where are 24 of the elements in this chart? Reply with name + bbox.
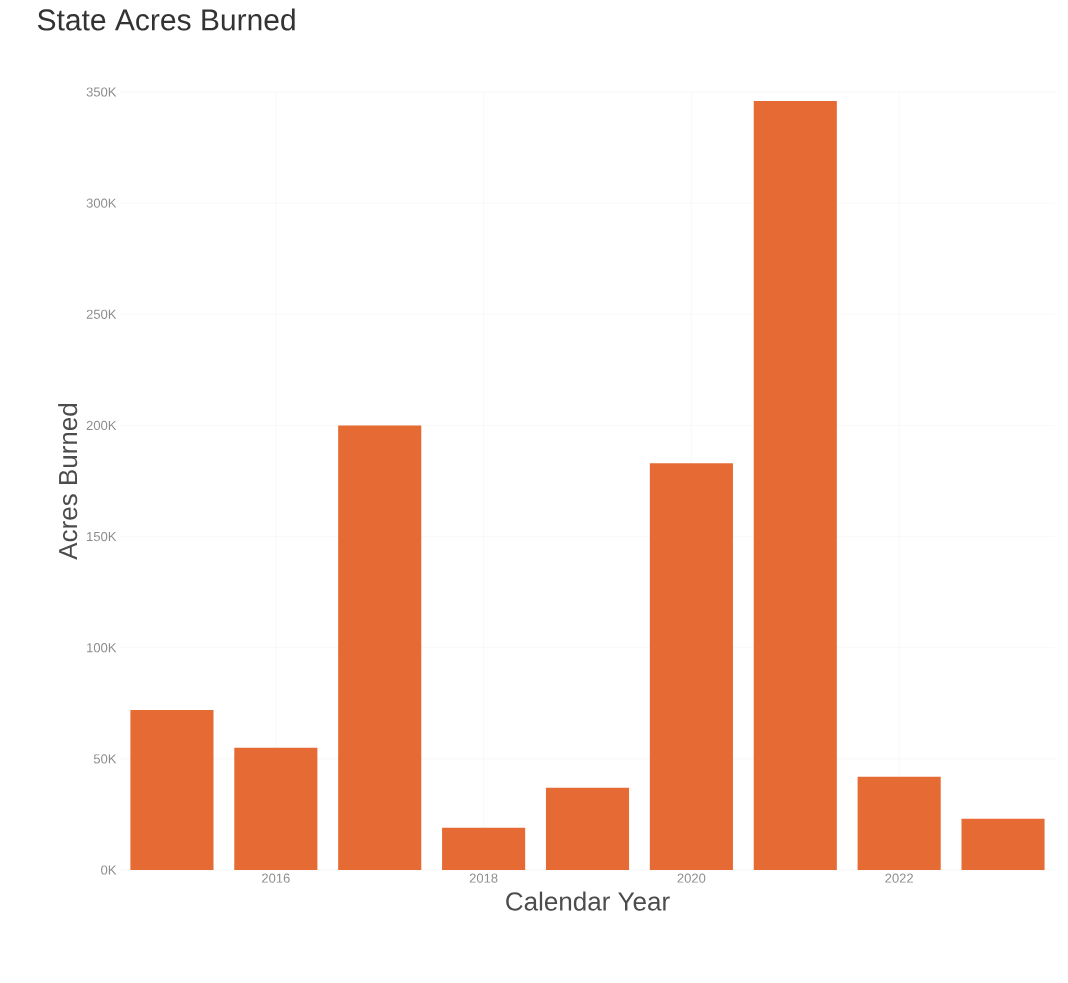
bar	[442, 827, 526, 870]
x-tick-label: 2020	[677, 873, 706, 883]
bar	[234, 747, 318, 870]
x-tick-label: 2022	[885, 873, 913, 883]
y-tick-label: 150K	[87, 531, 117, 542]
y-tick-label: 100K	[87, 643, 117, 653]
x-tick-label: 2016	[262, 873, 290, 883]
y-tick-label: 250K	[86, 309, 117, 319]
y-tick-label: 0K	[101, 865, 117, 875]
y-tick-label: 200K	[86, 420, 117, 431]
y-tick-label: 300K	[86, 198, 117, 208]
y-tick-label: 50K	[93, 754, 117, 764]
bar	[545, 787, 630, 870]
bar	[961, 818, 1045, 870]
chart-title: State Acres Burned	[37, 8, 295, 31]
x-axis-title: Calendar Year	[506, 891, 670, 911]
y-axis-title: Acres Burned	[58, 403, 78, 560]
x-tick-label: 2018	[469, 873, 498, 883]
bar	[753, 100, 837, 870]
y-tick-label: 350K	[86, 87, 117, 97]
bar	[649, 463, 733, 870]
bar	[338, 425, 422, 870]
bar	[857, 776, 941, 870]
bar	[130, 709, 214, 870]
